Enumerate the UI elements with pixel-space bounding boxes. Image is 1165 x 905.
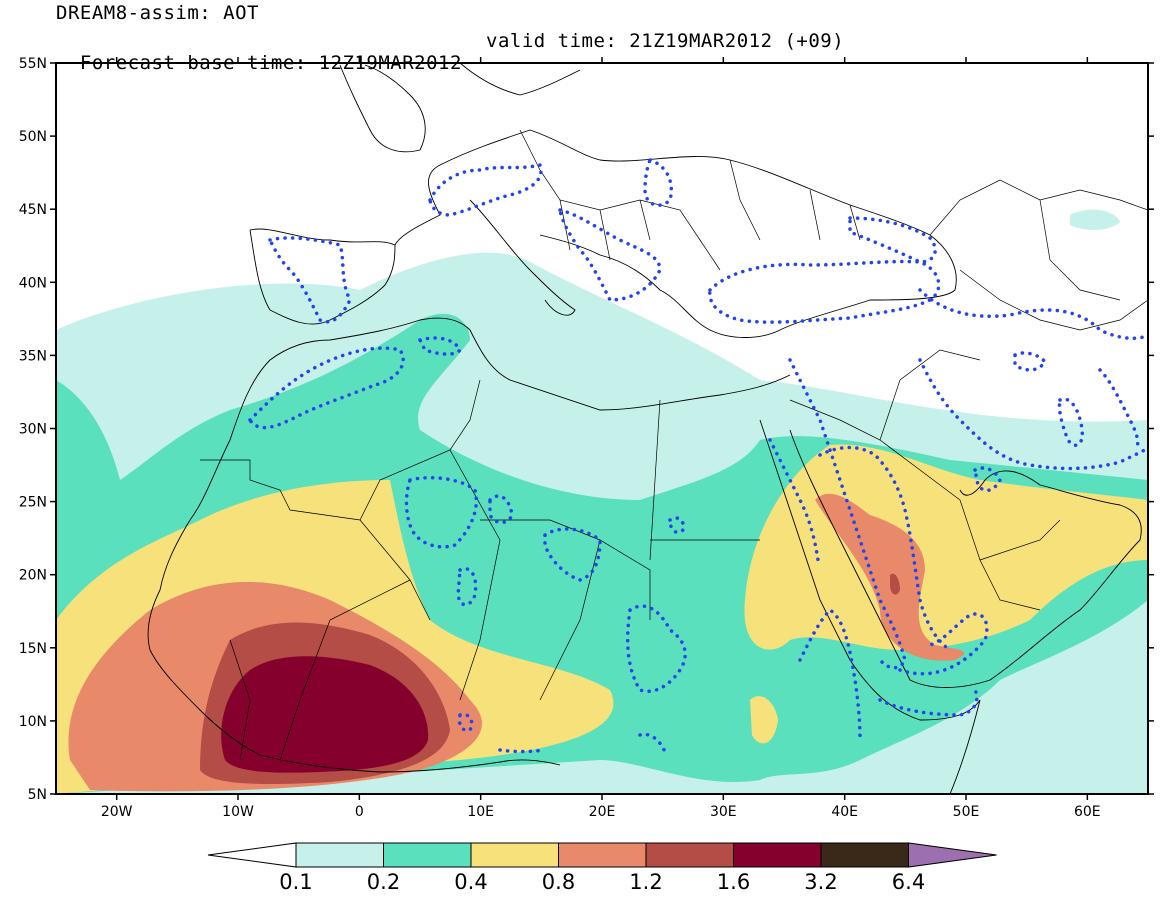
dotted-contour-red-sea bbox=[768, 438, 820, 562]
latitude-axis: 55N 50N 45N 40N 35N 30N 25N 20N 15N 10N 5N bbox=[19, 56, 1154, 803]
dotted-contours bbox=[247, 157, 1148, 754]
coastline-west-africa bbox=[147, 439, 561, 773]
dotted-contour-romania bbox=[643, 157, 673, 207]
lon-label: 10E bbox=[467, 804, 494, 820]
aot-band-0.1-caspian bbox=[1070, 209, 1120, 230]
lon-label: 40E bbox=[831, 804, 858, 820]
colorbar-label: 1.2 bbox=[629, 870, 662, 894]
coastlines-borders bbox=[147, 63, 1148, 794]
valid-time: valid time: 21Z19MAR2012 (+09) bbox=[486, 30, 845, 52]
dotted-contour-iran-east bbox=[1057, 397, 1085, 447]
lat-label: 40N bbox=[19, 275, 47, 291]
colorbar-label: 0.8 bbox=[542, 870, 575, 894]
country-borders-europe bbox=[519, 129, 1148, 331]
colorbar-segment bbox=[820, 842, 909, 868]
coastline-iberia bbox=[249, 229, 396, 325]
dotted-contour-egypt bbox=[668, 516, 686, 534]
lat-label: 20N bbox=[19, 568, 47, 584]
aot-band-0.8-arabia bbox=[815, 493, 965, 661]
lon-label: 50E bbox=[953, 804, 980, 820]
dotted-contour-caucasus bbox=[848, 216, 937, 264]
dotted-contour-balkans bbox=[557, 207, 662, 302]
dotted-contour-tunisia bbox=[417, 336, 463, 356]
map-title: DREAM8-assim: AOT bbox=[56, 2, 259, 24]
dotted-contour-west-africa-south bbox=[457, 712, 547, 754]
coastline-north-africa bbox=[229, 317, 791, 441]
dotted-contour-turkey bbox=[708, 259, 941, 324]
aot-band-0.4-hoa bbox=[750, 696, 778, 744]
colorbar-segment bbox=[470, 842, 559, 868]
lat-label: 50N bbox=[19, 129, 47, 145]
lat-label: 5N bbox=[28, 787, 47, 803]
coastline-red-sea-west bbox=[759, 419, 851, 661]
lon-label: 20W bbox=[101, 804, 133, 820]
dotted-contour-algeria bbox=[404, 475, 478, 549]
dotted-contour-arabia-central bbox=[818, 445, 952, 652]
coastline-europe bbox=[249, 129, 957, 338]
dotted-contour-somalia bbox=[878, 688, 979, 717]
aot-band-0.4-arabia bbox=[744, 444, 1148, 650]
colorbar-label: 0.1 bbox=[279, 870, 312, 894]
colorbar-label: 1.6 bbox=[717, 870, 750, 894]
colorbar-segment bbox=[558, 842, 647, 868]
lon-label: 10W bbox=[222, 804, 254, 820]
colorbar-segment bbox=[733, 842, 822, 868]
dotted-contour-sudan bbox=[625, 604, 687, 693]
dotted-contour-gulf bbox=[973, 466, 1002, 493]
colorbar-segment bbox=[645, 842, 734, 868]
country-borders bbox=[200, 379, 760, 761]
dotted-contour-iberia bbox=[267, 236, 352, 324]
aot-colorbar: 0.1 0.2 0.4 0.8 1.2 1.6 3.2 6.4 bbox=[207, 842, 997, 894]
dotted-contour-chad bbox=[543, 527, 602, 582]
dotted-contour-arabia-south bbox=[898, 612, 989, 676]
dotted-contour-niger-south bbox=[456, 567, 478, 607]
lat-label: 25N bbox=[19, 495, 47, 511]
lat-label: 35N bbox=[19, 348, 47, 364]
dotted-contour-sudan-south bbox=[638, 732, 667, 754]
dotted-contour-caspian-south bbox=[918, 288, 1148, 341]
colorbar-label: 3.2 bbox=[804, 870, 837, 894]
lat-label: 15N bbox=[19, 641, 47, 657]
lon-label: 0 bbox=[355, 804, 364, 820]
aot-band-1.6 bbox=[221, 656, 429, 773]
colorbar-arrow-low bbox=[207, 842, 297, 868]
lat-label: 10N bbox=[19, 714, 47, 730]
lat-label: 45N bbox=[19, 202, 47, 218]
lon-label: 60E bbox=[1074, 804, 1101, 820]
colorbar-segment bbox=[383, 842, 472, 868]
dotted-contour-arabia-west bbox=[788, 358, 907, 670]
lon-label: 30E bbox=[710, 804, 737, 820]
coastline-britain bbox=[339, 64, 426, 153]
colorbar-segment bbox=[295, 842, 384, 868]
dotted-contour-iran-east2 bbox=[1098, 368, 1140, 452]
coastline-italy bbox=[469, 199, 576, 316]
dotted-contour-ethiopia bbox=[798, 607, 862, 742]
coastline-scandinavia bbox=[459, 63, 581, 96]
dotted-contour-small-iran bbox=[1013, 351, 1048, 372]
aot-shading bbox=[56, 209, 1148, 794]
colorbar-label: 0.4 bbox=[454, 870, 487, 894]
longitude-axis: 20W 10W 0 10E 20E 30E 40E 50E 60E bbox=[101, 57, 1101, 820]
lat-label: 55N bbox=[19, 56, 47, 72]
aot-band-1.2-arabia bbox=[890, 573, 900, 595]
dotted-contour-morocco bbox=[247, 346, 405, 430]
colorbar-label: 6.4 bbox=[892, 870, 925, 894]
dotted-contour-france bbox=[428, 162, 543, 217]
coastline-arabia bbox=[789, 429, 1142, 688]
colorbar-arrow-high bbox=[908, 842, 997, 868]
lon-label: 20E bbox=[589, 804, 616, 820]
lat-label: 30N bbox=[19, 422, 47, 438]
country-borders-east bbox=[789, 349, 1061, 611]
coastline-horn-africa bbox=[849, 659, 981, 794]
colorbar-label: 0.2 bbox=[367, 870, 400, 894]
